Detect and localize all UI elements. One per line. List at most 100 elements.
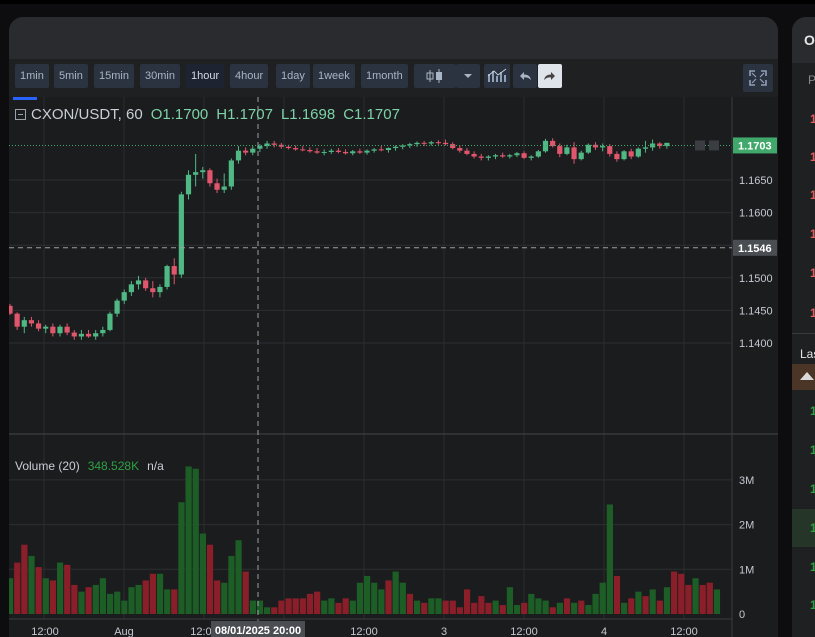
volume-bar: [92, 584, 99, 614]
price-volume-chart[interactable]: 1.16501.16001.15501.15001.14501.14001.17…: [9, 93, 778, 637]
volume-bar: [706, 582, 713, 614]
volume-bar: [306, 593, 314, 614]
chart-area[interactable]: 1.16501.16001.15501.15001.14501.14001.17…: [9, 93, 778, 637]
close-value: C1.1707: [343, 106, 400, 123]
candle-body: [93, 333, 99, 337]
candle-body: [635, 148, 641, 157]
timeframe-5min[interactable]: 5min: [54, 64, 88, 88]
candle-body: [378, 149, 384, 151]
volume-bar: [328, 598, 335, 614]
volume-bar: [392, 571, 399, 614]
bid-row[interactable]: 1: [810, 598, 815, 612]
candle-body: [85, 333, 92, 337]
candle-body: [642, 147, 649, 149]
timeframe-1day[interactable]: 1day: [276, 64, 310, 88]
redo-button[interactable]: [538, 64, 562, 88]
volume-bar: [21, 544, 28, 614]
candle-body: [585, 144, 591, 153]
volume-bar: [521, 602, 528, 614]
timeframe-1week[interactable]: 1week: [313, 64, 355, 88]
volume-bar: [292, 598, 299, 614]
ask-row[interactable]: 1: [810, 306, 815, 320]
candle-body: [250, 148, 256, 153]
series-toggle: [695, 140, 705, 151]
volume-bar: [435, 598, 442, 614]
volume-bar: [299, 598, 306, 614]
redo-icon: [544, 72, 555, 80]
last-price-label: 1.1703: [738, 140, 772, 152]
volume-bar: [99, 578, 107, 614]
chart-type-dropdown[interactable]: [456, 64, 480, 88]
bid-row[interactable]: 1: [810, 443, 815, 457]
volume-bars: [9, 466, 721, 614]
time-tick-label: 3: [441, 626, 447, 637]
undo-button[interactable]: [513, 64, 537, 88]
bid-row[interactable]: 1: [810, 521, 815, 535]
volume-bar: [242, 571, 249, 614]
symbol-label: CXON/USDT, 60: [31, 106, 143, 123]
timeframe-30min[interactable]: 30min: [140, 64, 180, 88]
candle-body: [464, 150, 470, 154]
volume-bar: [178, 502, 185, 614]
bid-row[interactable]: 1: [810, 404, 815, 418]
fullscreen-icon: [749, 70, 767, 86]
indicators-button[interactable]: [484, 64, 510, 88]
volume-bar: [71, 584, 78, 614]
volume-bar: [214, 580, 221, 614]
candle-body: [357, 151, 363, 153]
volume-bar: [556, 602, 563, 614]
candle-body: [128, 284, 134, 293]
bid-row[interactable]: 1: [810, 482, 815, 496]
collapse-legend-icon[interactable]: [15, 109, 26, 120]
volume-bar: [235, 540, 242, 614]
volume-bar: [692, 578, 699, 614]
ask-row[interactable]: 1: [810, 150, 815, 164]
fullscreen-button[interactable]: [743, 64, 773, 92]
candle-body: [321, 151, 327, 153]
volume-tick-label: 0: [739, 609, 745, 621]
candle-body: [457, 148, 463, 151]
candle-body: [228, 160, 234, 187]
drawing-marker: [13, 93, 37, 100]
volume-bar: [142, 580, 149, 614]
timeframe-15min[interactable]: 15min: [94, 64, 134, 88]
chevron-down-icon: [464, 74, 472, 78]
volume-bar: [285, 598, 292, 614]
chart-type-button[interactable]: [414, 64, 456, 88]
bid-row[interactable]: 1: [810, 560, 815, 574]
ask-row[interactable]: 1: [810, 266, 815, 280]
candlestick-chart-icon: [426, 69, 442, 83]
timeframe-1min[interactable]: 1min: [15, 64, 49, 88]
undo-icon: [520, 72, 531, 80]
last-price-label: Las: [800, 347, 815, 361]
timeframe-4hour[interactable]: 4hour: [230, 64, 269, 88]
volume-bar: [656, 600, 663, 614]
volume-bar: [271, 607, 278, 614]
volume-bar: [478, 596, 485, 614]
volume-bar: [378, 589, 385, 614]
volume-bar: [106, 593, 114, 614]
ask-row[interactable]: 1: [810, 112, 815, 126]
candle-body: [621, 151, 627, 160]
volume-bar: [385, 580, 392, 614]
low-value: L1.1698: [280, 106, 336, 123]
ask-row[interactable]: 1: [810, 227, 815, 241]
candle-body: [421, 142, 427, 144]
high-value: H1.1707: [216, 106, 273, 123]
candle-body: [428, 142, 434, 144]
series-toggle: [709, 140, 719, 151]
timeframe-1hour[interactable]: 1hour: [186, 64, 225, 88]
volume-bar: [421, 602, 428, 614]
ask-row[interactable]: 1: [810, 188, 815, 202]
candle-body: [664, 142, 670, 147]
candle-body: [235, 150, 242, 161]
candle-body: [143, 280, 149, 289]
candle-body: [507, 155, 513, 157]
time-tick-label: Aug: [114, 626, 134, 637]
price-up-icon: [800, 372, 814, 380]
volume-bar: [428, 598, 435, 614]
candle-body: [364, 150, 370, 153]
timeframe-1month[interactable]: 1month: [361, 64, 408, 88]
volume-bar: [264, 607, 271, 614]
volume-bar: [413, 600, 421, 614]
